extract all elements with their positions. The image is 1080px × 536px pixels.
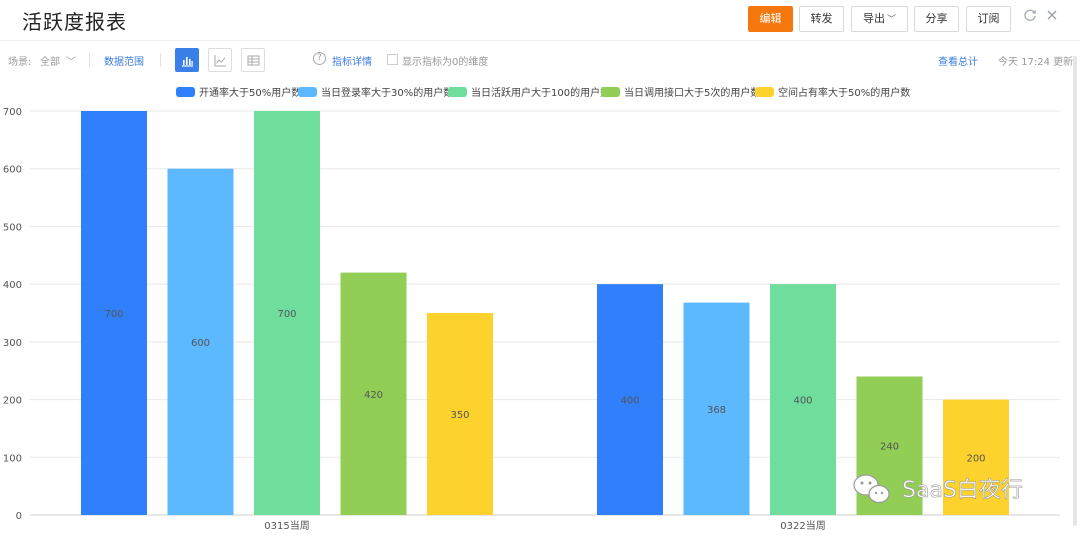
table-icon <box>247 55 260 66</box>
legend-swatch <box>176 87 195 97</box>
header-bar: 活跃度报表 编辑 转发 导出 ﹀ 分享 订阅 <box>0 0 1080 41</box>
subscribe-button[interactable]: 订阅 <box>966 6 1011 32</box>
toolbar: 场景: 全部 ﹀ 数据范围 ? 指标详情 显示指标为0的维度 查看总计 今天 17… <box>0 41 1080 79</box>
bar-value-label: 700 <box>104 309 123 320</box>
bar <box>683 302 750 515</box>
bar <box>254 111 320 515</box>
y-tick-label: 200 <box>3 396 22 407</box>
watermark-text: SaaS白夜行 <box>902 478 1023 503</box>
show-zero-label: 显示指标为0的维度 <box>402 57 489 68</box>
bar-value-label: 700 <box>277 309 296 320</box>
bar-chart-view-button[interactable] <box>175 48 199 72</box>
divider <box>89 53 90 67</box>
chart-bar-labels: 700 600 700 420 350 400 368 400 240 200 <box>104 309 985 464</box>
scene-label: 场景: <box>8 57 32 68</box>
vertical-scrollbar[interactable] <box>1073 56 1077 526</box>
legend-swatch <box>448 87 467 97</box>
bar <box>427 313 493 515</box>
bar <box>340 272 407 515</box>
x-tick-label: 0315当周 <box>264 519 309 532</box>
export-button-label: 导出 <box>862 12 885 25</box>
y-tick-label: 500 <box>3 222 22 233</box>
y-tick-label: 300 <box>3 338 22 349</box>
page-title: 活跃度报表 <box>22 10 127 34</box>
bar-value-label: 240 <box>880 442 899 453</box>
watermark: SaaS白夜行 <box>853 474 1023 504</box>
legend-label: 当日调用接口大于5次的用户数 <box>624 86 760 99</box>
bar <box>943 399 1009 515</box>
legend-label: 当日登录率大于30%的用户数 <box>321 86 453 99</box>
chart-bars <box>81 111 1009 515</box>
y-tick-label: 600 <box>3 165 22 176</box>
legend-label: 空间占有率大于50%的用户数 <box>778 86 910 99</box>
line-chart-icon <box>214 55 226 67</box>
y-tick-label: 100 <box>3 453 22 464</box>
export-button[interactable]: 导出 ﹀ <box>851 6 908 32</box>
bar <box>81 111 147 515</box>
bar-chart-icon <box>182 57 193 67</box>
bar <box>167 168 234 515</box>
bar-value-label: 600 <box>191 338 210 349</box>
y-tick-label: 0 <box>16 511 22 522</box>
legend-swatch <box>755 87 774 97</box>
bar-value-label: 200 <box>966 453 985 464</box>
legend-label: 当日活跃用户大于100的用户数 <box>471 86 610 99</box>
forward-button[interactable]: 转发 <box>799 6 844 32</box>
chart-legend: 开通率大于50%用户数 当日登录率大于30%的用户数 当日活跃用户大于100的用户数… <box>176 86 910 99</box>
bar-value-label: 350 <box>450 410 469 421</box>
share-button[interactable]: 分享 <box>914 6 959 32</box>
chevron-down-icon: ﹀ <box>66 57 76 68</box>
x-tick-label: 0322当周 <box>780 519 825 532</box>
bar-chart: 开通率大于50%用户数 当日登录率大于30%的用户数 当日活跃用户大于100的用户数… <box>3 86 1060 532</box>
wechat-icon <box>853 474 890 504</box>
close-icon[interactable] <box>1046 8 1058 26</box>
edit-button[interactable]: 编辑 <box>748 6 793 32</box>
bar-value-label: 400 <box>793 396 812 407</box>
bar-value-label: 368 <box>707 405 726 416</box>
legend-label: 开通率大于50%用户数 <box>199 86 301 99</box>
view-total-link[interactable]: 查看总计 <box>938 57 978 68</box>
updated-time: 今天 17:24 更新 <box>998 57 1074 68</box>
table-view-button[interactable] <box>241 48 265 72</box>
bar <box>770 284 836 515</box>
bar-value-label: 420 <box>364 390 383 401</box>
line-chart-view-button[interactable] <box>208 48 232 72</box>
legend-swatch <box>298 87 317 97</box>
metric-detail-link[interactable]: 指标详情 <box>332 57 372 68</box>
chart-x-axis: 0315当周 0322当周 <box>264 519 825 532</box>
scene-select[interactable]: 全部 ﹀ <box>40 53 76 68</box>
bar-value-label: 400 <box>620 396 639 407</box>
scene-value: 全部 <box>40 57 60 68</box>
legend-swatch <box>601 87 620 97</box>
y-tick-label: 700 <box>3 107 22 118</box>
help-icon[interactable]: ? <box>313 52 326 65</box>
refresh-icon[interactable] <box>1023 8 1037 27</box>
show-zero-checkbox[interactable] <box>387 54 398 65</box>
chevron-down-icon: ﹀ <box>886 15 896 25</box>
y-tick-label: 400 <box>3 280 22 291</box>
bar <box>597 284 663 515</box>
divider <box>160 53 161 67</box>
data-range-link[interactable]: 数据范围 <box>104 57 144 68</box>
